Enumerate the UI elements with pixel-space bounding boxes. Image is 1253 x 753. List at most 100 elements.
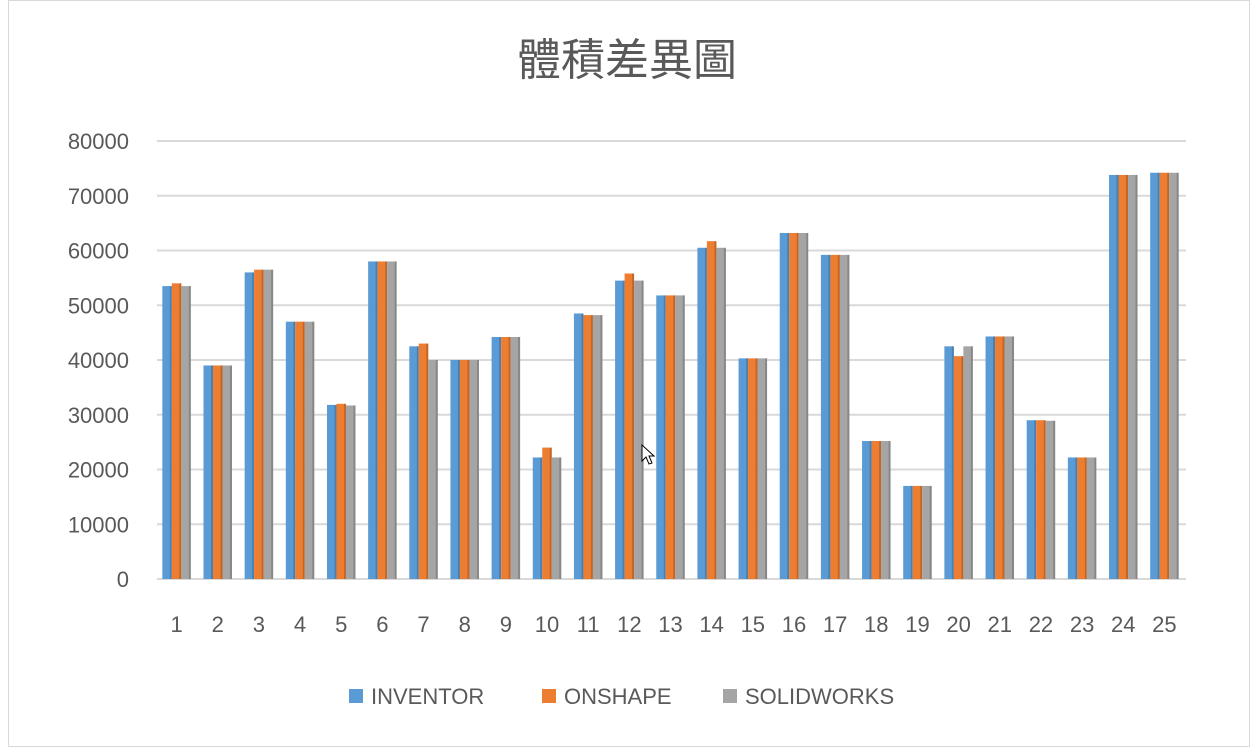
bar-shade xyxy=(1002,336,1005,579)
bar-inventor xyxy=(244,272,255,579)
bar-solidworks xyxy=(922,485,932,579)
x-tick-label: 19 xyxy=(905,612,929,637)
x-tick-label: 2 xyxy=(212,612,224,637)
bar-shade xyxy=(1043,420,1046,579)
bar-solidworks xyxy=(222,365,232,579)
x-tick-label: 6 xyxy=(376,612,388,637)
bar-onshape xyxy=(1077,457,1087,579)
y-tick-label: 40000 xyxy=(68,348,129,373)
x-tick-label: 13 xyxy=(658,612,682,637)
bar-onshape xyxy=(336,403,346,579)
bar-shade xyxy=(334,404,337,579)
bar-inventor xyxy=(779,232,790,580)
bar-shade xyxy=(416,346,419,579)
x-tick-label: 17 xyxy=(823,612,847,637)
bar-shade xyxy=(723,247,726,579)
x-tick-label: 16 xyxy=(782,612,806,637)
bar-inventor xyxy=(1150,172,1160,579)
chart-area: 體積差異圖 0 10000 20000 30000 40000 50000 60000 700… xyxy=(8,0,1250,747)
x-tick-label: 14 xyxy=(699,612,723,637)
legend-swatch xyxy=(349,689,363,703)
bar-inventor xyxy=(615,280,625,579)
bar-onshape xyxy=(871,441,882,579)
x-tick-label: 15 xyxy=(741,612,765,637)
y-tick-label: 50000 xyxy=(68,293,129,318)
y-tick-label: 30000 xyxy=(68,403,129,428)
bar-shade xyxy=(765,358,768,579)
x-tick-label: 10 xyxy=(535,612,559,637)
legend-swatch xyxy=(723,689,737,703)
bar-shade xyxy=(879,441,882,579)
bar-onshape xyxy=(912,485,923,579)
bar-shade xyxy=(622,280,625,579)
bar-onshape xyxy=(995,336,1005,579)
bar-shade xyxy=(559,457,562,579)
x-tick-label: 5 xyxy=(335,612,347,637)
bar-inventor xyxy=(820,254,831,579)
x-axis-ticks: 1 2 3 4 5 6 7 8 9 10 11 12 13 14 15 16 17 18 19 20 21 22 23 24 2… xyxy=(170,612,1176,637)
bar-shade xyxy=(1167,172,1170,579)
chart-title: 體積差異圖 xyxy=(517,35,737,86)
bar-shade xyxy=(970,346,973,579)
bar-onshape xyxy=(501,337,511,579)
bar-solidworks xyxy=(757,358,768,579)
bar-shade xyxy=(673,295,676,579)
bar-onshape xyxy=(789,232,799,580)
bar-shade xyxy=(632,273,635,579)
x-tick-label: 7 xyxy=(417,612,429,637)
bar-inventor xyxy=(944,346,954,579)
bar-inventor xyxy=(450,360,460,579)
bar-shade xyxy=(1176,172,1179,579)
bar-shade xyxy=(910,485,913,579)
bar-solidworks xyxy=(634,280,644,579)
bar-solidworks xyxy=(469,360,479,579)
bar-inventor xyxy=(491,337,502,579)
x-tick-label: 12 xyxy=(617,612,641,637)
bar-shade xyxy=(1135,174,1138,579)
bar-shade xyxy=(920,485,923,579)
legend-swatch xyxy=(542,689,556,703)
bar-onshape xyxy=(706,241,717,579)
y-tick-label: 80000 xyxy=(68,129,129,154)
y-tick-label: 20000 xyxy=(68,458,129,483)
bar-shade xyxy=(1157,172,1160,579)
bar-shade xyxy=(1075,457,1078,579)
bar-inventor xyxy=(285,321,296,579)
bar-solidworks xyxy=(387,261,397,579)
x-tick-label: 24 xyxy=(1111,612,1135,637)
x-tick-label: 21 xyxy=(988,612,1012,637)
bar-onshape xyxy=(1118,174,1129,579)
bar-shade xyxy=(951,346,954,579)
bar-inventor xyxy=(368,261,378,579)
bar-shade xyxy=(220,365,223,579)
bar-shade xyxy=(1094,457,1097,579)
bar-shade xyxy=(1053,420,1056,579)
bar-inventor xyxy=(203,365,213,579)
bar-shade xyxy=(993,336,996,579)
bar-shade xyxy=(188,286,191,579)
bar-inventor xyxy=(162,286,172,579)
bar-shade xyxy=(847,254,850,579)
bar-inventor xyxy=(573,313,584,579)
bar-solidworks xyxy=(304,321,315,579)
bar-inventor xyxy=(903,485,913,579)
bar-shade xyxy=(518,337,521,579)
x-tick-label: 11 xyxy=(577,612,600,637)
bar-inventor xyxy=(985,336,996,579)
bar-inventor xyxy=(862,441,872,579)
bar-onshape xyxy=(1159,172,1170,579)
bar-shade xyxy=(385,261,388,579)
bar-shade xyxy=(210,365,213,579)
bar-shade xyxy=(663,295,666,579)
bar-shade xyxy=(549,447,552,579)
x-tick-label: 3 xyxy=(253,612,265,637)
bar-onshape xyxy=(1036,420,1046,579)
bar-shade xyxy=(806,232,809,580)
bar-onshape xyxy=(624,273,635,579)
bar-shade xyxy=(755,358,758,579)
legend-item-solidworks: SOLIDWORKS xyxy=(723,684,894,709)
bar-shade xyxy=(508,337,511,579)
bar-onshape xyxy=(542,447,552,579)
bar-solidworks xyxy=(839,254,850,579)
bar-solidworks xyxy=(1169,172,1179,579)
